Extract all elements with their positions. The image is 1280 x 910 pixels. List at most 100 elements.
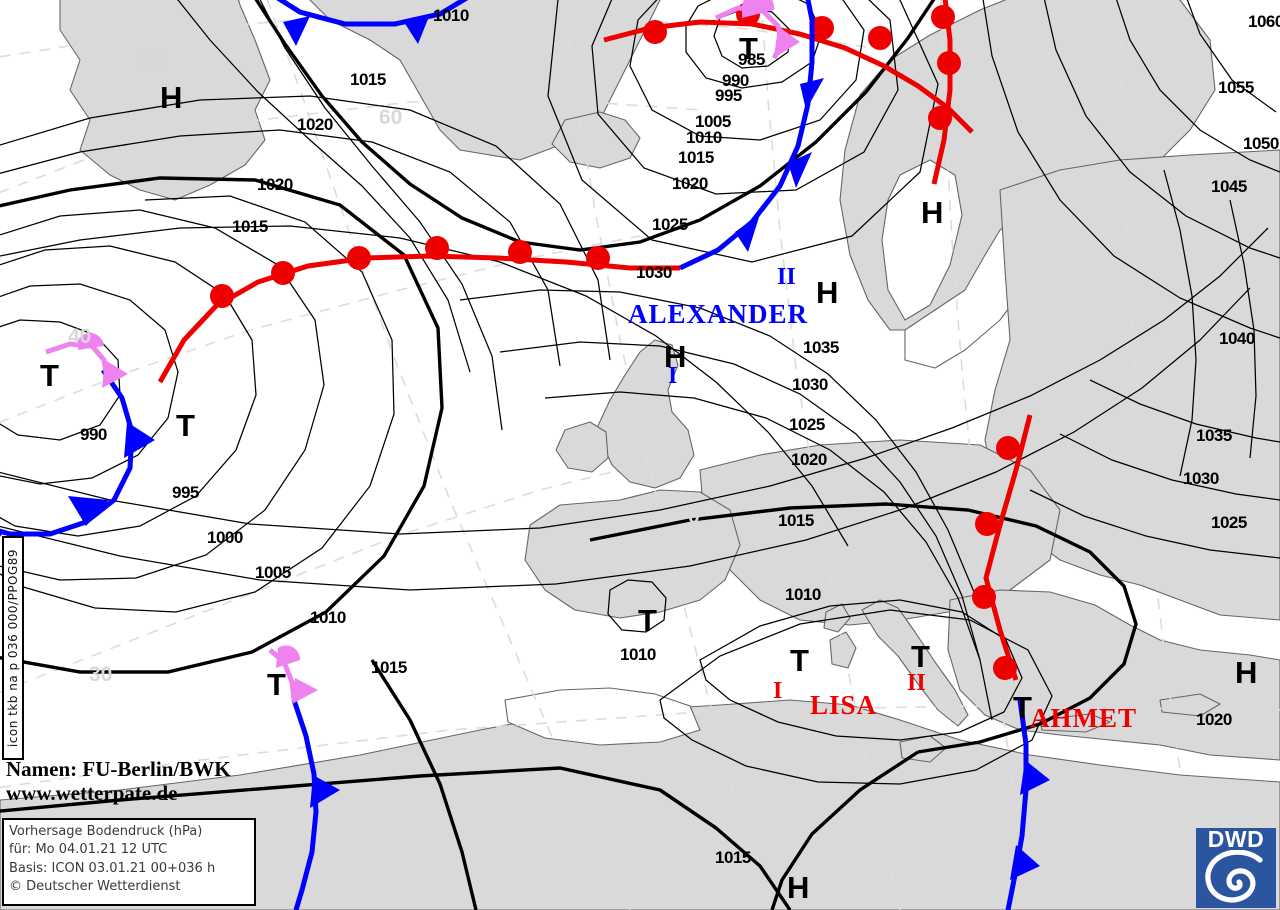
great-britain — [595, 339, 695, 489]
cyprus — [1159, 693, 1221, 717]
credit-line-2: www.wetterpate.de — [6, 780, 178, 805]
high-centre-13: H — [787, 870, 810, 905]
cold-front-norway — [678, 0, 815, 271]
occluded-front-symbols — [78, 0, 800, 704]
graticule-label-2: 40 — [68, 325, 92, 348]
high-centre-11: H — [664, 339, 687, 374]
isobar-label-1060-29: 1060 — [1248, 12, 1280, 31]
isobar-label-995-7: 995 — [715, 86, 742, 105]
info-basis: Basis: ICON 03.01.21 00+036 h — [9, 860, 216, 876]
high-centre-8: H — [160, 80, 183, 115]
isobar-label-985-5: 985 — [738, 50, 765, 69]
isobar-label-1020-3: 1020 — [257, 175, 293, 194]
crete — [1039, 713, 1111, 733]
isobar-label-1025-36: 1025 — [1211, 513, 1247, 532]
isobar-label-1030-15: 1030 — [792, 375, 828, 394]
isobar-label-990-23: 990 — [80, 425, 107, 444]
low-centre-6: T — [911, 639, 930, 674]
isobar-label-1055-30: 1055 — [1218, 78, 1254, 97]
storm-name-ahmet: AHMET — [1030, 703, 1138, 733]
graticule-label-1: 60 — [379, 106, 403, 129]
isobar-label-1010-9: 1010 — [686, 128, 722, 147]
isobar-label-1010-0: 1010 — [433, 6, 469, 25]
gibraltar-sea — [504, 687, 701, 746]
iceland — [551, 111, 641, 169]
names-credit: Namen: FU-Berlin/BWK www.wetterpate.de — [6, 757, 231, 805]
isobar-label-1050-31: 1050 — [1243, 134, 1279, 153]
isobar-label-1020-11: 1020 — [672, 174, 708, 193]
isobar-label-1015-28: 1015 — [371, 658, 407, 677]
low-centre-0: T — [739, 31, 758, 66]
isobar-label-1015-18: 1015 — [778, 511, 814, 530]
isobar-label-1015-21: 1015 — [715, 848, 751, 867]
cold-fronts — [0, 0, 1029, 910]
isobar-label-1020-2: 1020 — [297, 115, 333, 134]
low-centre-5: T — [790, 643, 809, 678]
isobar-label-1010-20: 1010 — [620, 645, 656, 664]
product-id-text: icon tkb na p 036 000/PPOG89 — [6, 548, 20, 748]
low-centre-4: T — [638, 603, 657, 638]
isobar-label-1020-17: 1020 — [791, 450, 827, 469]
isobar-label-1015-10: 1015 — [678, 148, 714, 167]
isobar-label-990-6: 990 — [722, 71, 749, 90]
cold-front-barbs — [0, 14, 1050, 880]
isobar-label-1025-12: 1025 — [652, 215, 688, 234]
isobar-label-1005-26: 1005 — [255, 563, 291, 582]
graticule-label-3: 0 — [688, 505, 700, 528]
storm-sector-2: I — [773, 678, 783, 704]
info-title: Vorhersage Bodendruck (hPa) — [9, 824, 203, 839]
low-centre-3: T — [267, 667, 286, 702]
storm-sector-0: II — [777, 264, 796, 290]
storm-name-alexander: ALEXANDER — [628, 299, 809, 329]
sardinia — [829, 631, 857, 669]
high-centre-9: H — [921, 195, 944, 230]
isobar-label-1040-33: 1040 — [1219, 329, 1255, 348]
isobar-label-995-24: 995 — [172, 483, 199, 502]
cold-front-top — [276, 0, 469, 27]
product-id-box: icon tkb na p 036 000/PPOG89 — [2, 536, 24, 760]
isobar-label-1025-16: 1025 — [789, 415, 825, 434]
occluded-front-iberia — [268, 648, 297, 701]
cold-front-atlantic-low — [0, 368, 135, 537]
isobar-label-1010-19: 1010 — [785, 585, 821, 604]
low-centre-7: T — [1013, 690, 1032, 725]
storm-sector-3: II — [907, 670, 926, 696]
isobar-label-1015-1: 1015 — [350, 70, 386, 89]
isobar-label-1035-14: 1035 — [803, 338, 839, 357]
finland-outline — [881, 159, 963, 321]
isobar-label-1035-34: 1035 — [1196, 426, 1232, 445]
graticule-label-4: 30 — [89, 663, 113, 686]
warm-front-bumps — [210, 2, 1020, 680]
credit-line-1: Namen: FU-Berlin/BWK — [6, 757, 231, 781]
cold-front-ahmet — [1005, 699, 1029, 910]
isobar-label-1030-35: 1030 — [1183, 469, 1219, 488]
isobar-label-1000-25: 1000 — [207, 528, 243, 547]
low-centre-1: T — [40, 358, 59, 393]
isobar-label-1030-13: 1030 — [636, 263, 672, 282]
ireland — [555, 421, 609, 473]
italy — [861, 599, 969, 727]
north-africa — [0, 699, 1280, 910]
warm-front-ahmet — [983, 414, 1033, 681]
storm-name-lisa: LISA — [810, 690, 878, 720]
forecast-info-box: Vorhersage Bodendruck (hPa) für: Mo 04.0… — [2, 818, 256, 906]
high-centre-12: H — [1235, 655, 1258, 690]
isobar-label-1010-27: 1010 — [310, 608, 346, 627]
dwd-logo: DWD — [1196, 826, 1276, 908]
isobar-label-1045-32: 1045 — [1211, 177, 1247, 196]
info-copyright: © Deutscher Wetterdienst — [9, 879, 181, 895]
info-valid-time: für: Mo 04.01.21 12 UTC — [9, 842, 168, 858]
dwd-wordmark: DWD — [1207, 826, 1265, 852]
spiral-icon — [1205, 850, 1263, 903]
high-centre-10: H — [816, 275, 839, 310]
graticule-label-0: 60 — [141, 48, 165, 71]
cold-front-iberia-low — [291, 699, 319, 910]
storm-sector-1: I — [668, 363, 678, 389]
warm-front-iceland-north — [603, 19, 974, 134]
isobar-label-1005-8: 1005 — [695, 112, 731, 131]
isobar-label-1015-4: 1015 — [232, 217, 268, 236]
isobar-label-1020-22: 1020 — [1196, 710, 1232, 729]
